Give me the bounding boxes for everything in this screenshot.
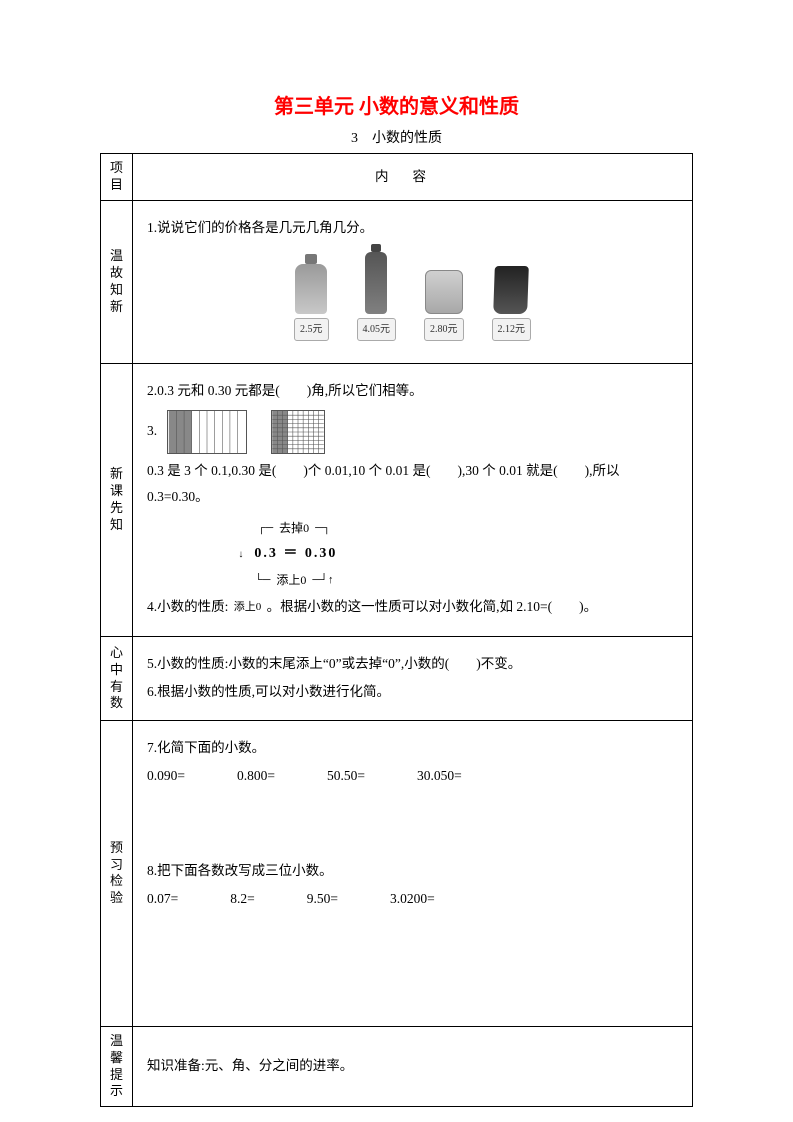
orange-bottle-icon — [295, 264, 327, 314]
section-label-review: 温故知新 — [101, 200, 133, 364]
q1-text: 1.说说它们的价格各是几元几角几分。 — [147, 215, 678, 241]
worksheet-table: 项目 内容 温故知新 1.说说它们的价格各是几元几角几分。 2.5元 4.05元 — [100, 153, 693, 1107]
product-4: 2.12元 — [492, 266, 532, 341]
section-content-summary: 5.小数的性质:小数的末尾添上“0”或去掉“0”,小数的( )不变。 6.根据小… — [133, 636, 693, 720]
product-3: 2.80元 — [424, 270, 464, 341]
q7-item-1: 0.090= — [147, 763, 185, 789]
product-1: 2.5元 — [294, 264, 329, 341]
q7-item-4: 30.050= — [417, 763, 462, 789]
q8-item-3: 9.50= — [307, 886, 338, 912]
q8-item-4: 3.0200= — [390, 886, 435, 912]
section-content-review: 1.说说它们的价格各是几元几角几分。 2.5元 4.05元 2.80元 2.12… — [133, 200, 693, 364]
q3-text: 0.3 是 3 个 0.1,0.30 是( )个 0.01,10 个 0.01 … — [147, 458, 678, 509]
unit-title: 第三单元 小数的意义和性质 — [100, 90, 693, 119]
hundredths-grid-icon — [271, 410, 325, 454]
tenths-grid-icon — [167, 410, 247, 454]
section-label-practice: 预习检验 — [101, 721, 133, 1027]
arrow-bottom-icon: ─┘↑ — [312, 570, 333, 591]
section-label-summary: 心中有数 — [101, 636, 133, 720]
q6-text: 6.根据小数的性质,可以对小数进行化简。 — [147, 679, 678, 705]
price-3: 2.80元 — [424, 318, 464, 341]
diagram-top: 去掉0 — [279, 517, 309, 540]
q7-items: 0.090= 0.800= 50.50= 30.050= — [147, 763, 678, 789]
section-content-practice: 7.化简下面的小数。 0.090= 0.800= 50.50= 30.050= … — [133, 721, 693, 1027]
lesson-subtitle: 3 小数的性质 — [100, 127, 693, 147]
tip-text: 知识准备:元、角、分之间的进率。 — [147, 1053, 678, 1079]
cola-bottle-icon — [365, 252, 387, 314]
q8-item-2: 8.2= — [230, 886, 255, 912]
diagram-bottom: 添上0 — [276, 569, 306, 592]
q8-item-1: 0.07= — [147, 886, 178, 912]
diagram-inline-bottom: 添上0 — [234, 597, 262, 618]
price-2: 4.05元 — [357, 318, 397, 341]
product-2: 4.05元 — [357, 252, 397, 341]
price-1: 2.5元 — [294, 318, 329, 341]
q4-line: 4.小数的性质: 添上0 。根据小数的这一性质可以对小数化简,如 2.10=( … — [147, 594, 678, 620]
price-4: 2.12元 — [492, 318, 532, 341]
rice-cooker-icon — [425, 270, 463, 314]
q5-text: 5.小数的性质:小数的末尾添上“0”或去掉“0”,小数的( )不变。 — [147, 651, 678, 677]
q8-text: 8.把下面各数改写成三位小数。 — [147, 858, 678, 884]
property-diagram: ┌─去掉0─┐ ↓0.3 ＝ 0.30 └─添上0─┘↑ — [238, 515, 350, 593]
q7-item-2: 0.800= — [237, 763, 275, 789]
col-header-content: 内容 — [133, 154, 693, 201]
q3-block: 3. — [147, 406, 678, 458]
section-label-tip: 温馨提示 — [101, 1026, 133, 1107]
product-row: 2.5元 4.05元 2.80元 2.12元 — [147, 252, 678, 341]
q7-text: 7.化简下面的小数。 — [147, 735, 678, 761]
section-content-tip: 知识准备:元、角、分之间的进率。 — [133, 1026, 693, 1107]
q3-prefix: 3. — [147, 423, 157, 438]
q8-items: 0.07= 8.2= 9.50= 3.0200= — [147, 886, 678, 912]
snack-bag-icon — [493, 266, 529, 314]
arrow-top-icon: ┌─ — [258, 518, 274, 539]
q2-text: 2.0.3 元和 0.30 元都是( )角,所以它们相等。 — [147, 378, 678, 404]
section-label-new: 新课先知 — [101, 364, 133, 636]
q4-prefix: 4.小数的性质: — [147, 599, 228, 614]
section-content-new: 2.0.3 元和 0.30 元都是( )角,所以它们相等。 3. 0.3 是 3… — [133, 364, 693, 636]
diagram-mid: 0.3 ＝ 0.30 — [249, 540, 341, 569]
col-header-label: 项目 — [101, 154, 133, 201]
q7-item-3: 50.50= — [327, 763, 365, 789]
q4-tail: 。根据小数的这一性质可以对小数化简,如 2.10=( )。 — [267, 599, 597, 614]
